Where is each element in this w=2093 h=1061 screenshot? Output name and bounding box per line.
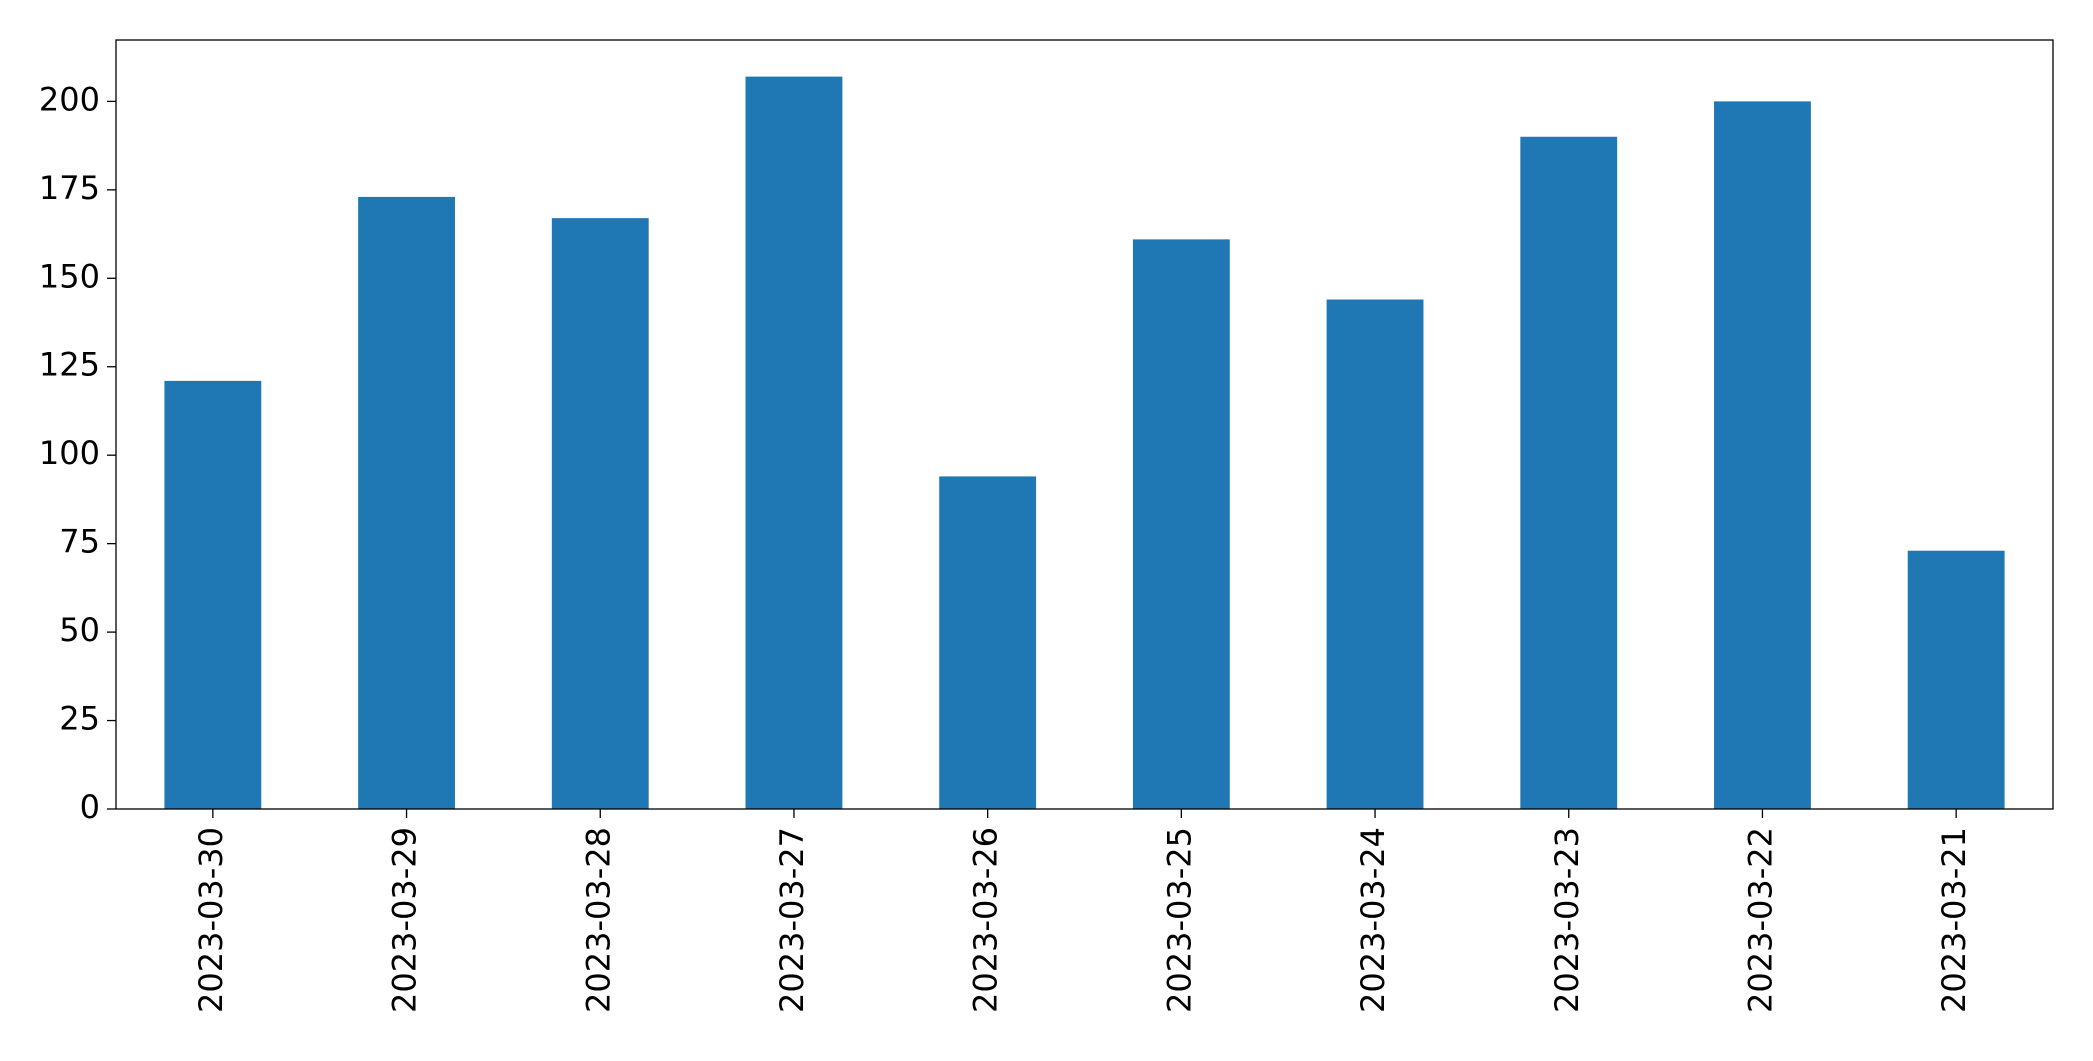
x-tick-label: 2023-03-27 <box>773 827 811 1013</box>
bar <box>1326 299 1424 809</box>
bar <box>1520 136 1618 809</box>
bar <box>1907 550 2005 809</box>
y-tick-label: 125 <box>39 346 100 384</box>
bar <box>745 76 843 810</box>
x-tick-label: 2023-03-30 <box>192 827 230 1013</box>
x-tick-label: 2023-03-21 <box>1935 827 1973 1013</box>
x-tick-label: 2023-03-24 <box>1354 827 1392 1013</box>
x-tick-label: 2023-03-29 <box>386 827 424 1013</box>
y-tick-label: 75 <box>59 523 100 561</box>
x-tick-label: 2023-03-26 <box>967 827 1005 1013</box>
bar <box>939 476 1037 809</box>
x-tick-label: 2023-03-22 <box>1741 827 1779 1013</box>
y-tick-label: 200 <box>39 80 100 118</box>
bar <box>164 380 262 809</box>
bar <box>358 196 455 809</box>
y-tick-label: 150 <box>39 257 100 295</box>
plot-frame <box>115 39 2054 810</box>
y-tick-label: 175 <box>39 169 100 207</box>
bar <box>1132 239 1230 810</box>
x-tick-label: 2023-03-28 <box>579 827 617 1013</box>
y-tick-label: 50 <box>59 611 100 649</box>
x-tick-label: 2023-03-25 <box>1160 827 1198 1013</box>
bar <box>551 218 649 809</box>
bar <box>1714 101 1811 809</box>
y-tick-label: 25 <box>59 700 100 738</box>
x-tick-label: 2023-03-23 <box>1548 827 1586 1013</box>
y-tick-label: 0 <box>80 788 100 826</box>
y-tick-label: 100 <box>39 434 100 472</box>
